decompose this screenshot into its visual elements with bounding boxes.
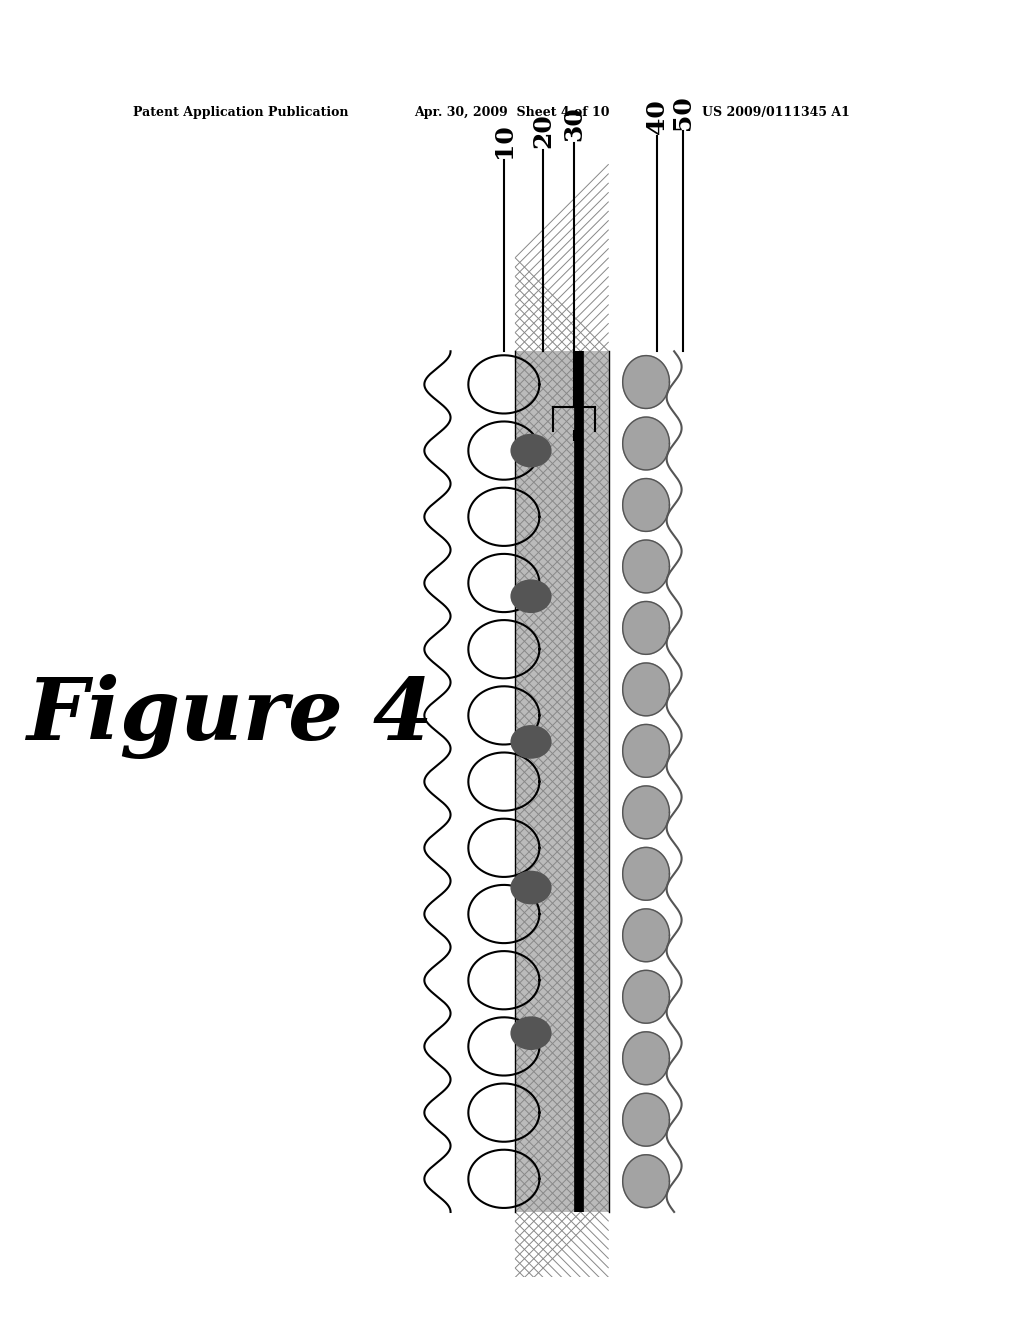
- Polygon shape: [623, 479, 670, 532]
- Polygon shape: [623, 1093, 670, 1146]
- Text: US 2009/0111345 A1: US 2009/0111345 A1: [702, 106, 850, 119]
- Ellipse shape: [510, 1016, 552, 1049]
- Polygon shape: [623, 970, 670, 1023]
- Ellipse shape: [510, 579, 552, 612]
- Text: Patent Application Publication: Patent Application Publication: [133, 106, 349, 119]
- Text: 20: 20: [531, 114, 555, 148]
- Polygon shape: [623, 847, 670, 900]
- Polygon shape: [623, 909, 670, 962]
- Ellipse shape: [510, 434, 552, 467]
- Text: Figure 4: Figure 4: [27, 673, 433, 759]
- Polygon shape: [623, 785, 670, 838]
- Text: 10: 10: [492, 123, 516, 157]
- Bar: [515, 351, 608, 1212]
- Ellipse shape: [510, 871, 552, 904]
- Polygon shape: [623, 663, 670, 715]
- Polygon shape: [623, 1032, 670, 1085]
- Polygon shape: [623, 355, 670, 408]
- Polygon shape: [623, 1155, 670, 1208]
- Ellipse shape: [510, 725, 552, 759]
- Polygon shape: [623, 540, 670, 593]
- Text: 40: 40: [645, 99, 670, 135]
- Polygon shape: [623, 725, 670, 777]
- Polygon shape: [623, 417, 670, 470]
- Text: Apr. 30, 2009  Sheet 4 of 10: Apr. 30, 2009 Sheet 4 of 10: [414, 106, 609, 119]
- Text: 30: 30: [562, 106, 586, 141]
- Polygon shape: [623, 602, 670, 655]
- Text: 50: 50: [672, 95, 695, 129]
